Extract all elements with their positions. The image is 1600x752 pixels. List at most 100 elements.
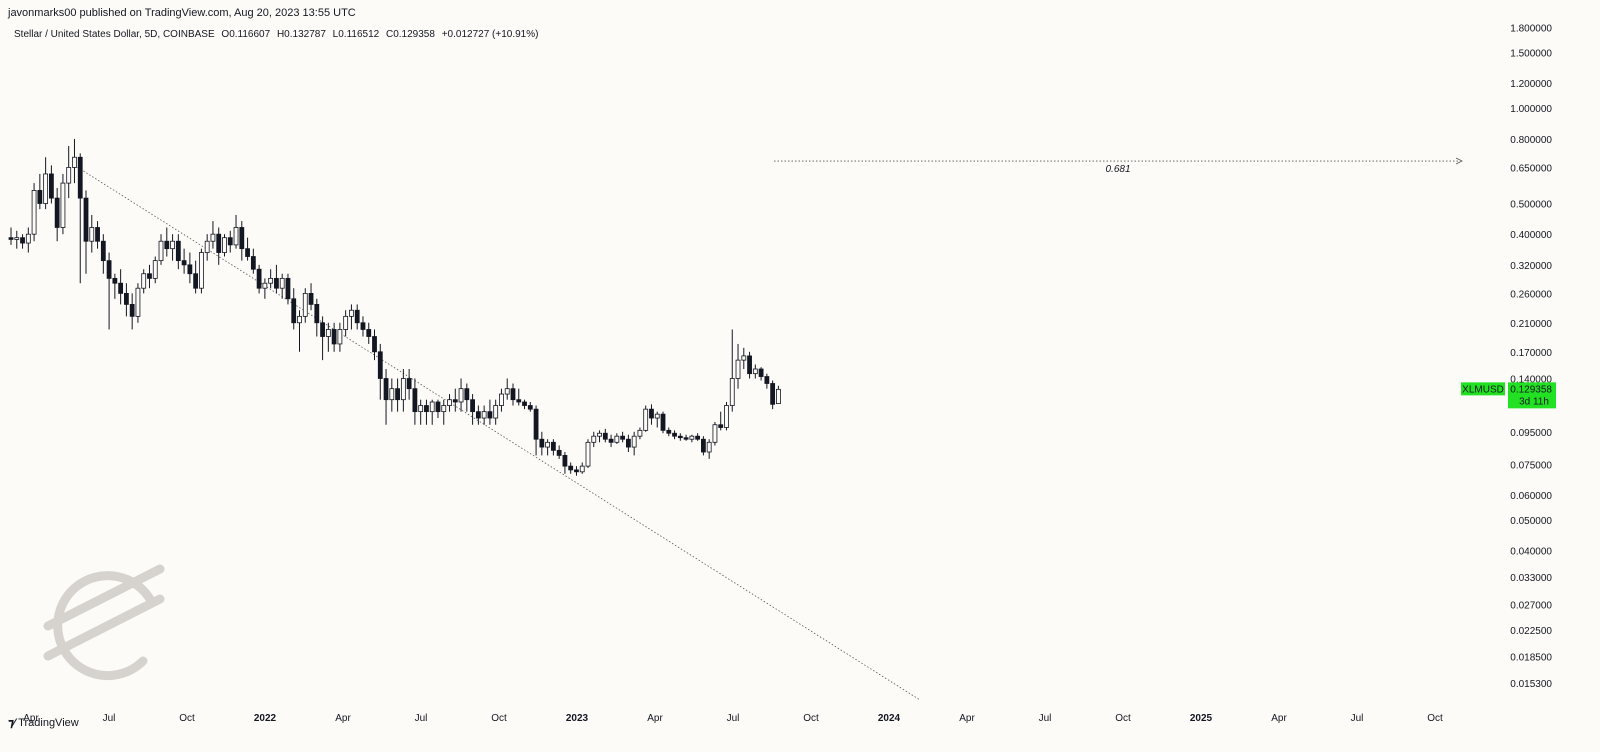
- candle: [308, 283, 314, 311]
- time-axis-tick-label: Apr: [23, 713, 39, 724]
- candle: [147, 264, 152, 289]
- candle-body-down: [550, 441, 556, 451]
- candle-body-up: [14, 237, 20, 240]
- candle: [608, 434, 614, 448]
- candle: [741, 347, 747, 370]
- candle-body-down: [556, 449, 562, 456]
- candle-body-up: [25, 233, 31, 244]
- candle-body-down: [274, 277, 279, 289]
- candle-body-down: [764, 376, 770, 384]
- candle-body-down: [360, 322, 366, 330]
- candle-body-down: [48, 173, 54, 199]
- candle-body-up: [418, 405, 424, 413]
- candle-body-up: [152, 260, 158, 279]
- candle-body-down: [118, 282, 124, 294]
- candlestick-chart[interactable]: 0.681 1.800000 1.500000 1.200000 1.000000 0.…: [8, 20, 1600, 732]
- price-tag: XLMUSD 0.129358 3d 11h: [1461, 382, 1556, 409]
- candle: [135, 283, 141, 323]
- candle: [452, 388, 458, 412]
- price-axis[interactable]: 1.800000 1.500000 1.200000 1.000000 0.800000…: [1510, 23, 1552, 689]
- candle: [395, 378, 400, 412]
- candle-body-down: [100, 240, 106, 262]
- candle-body-down: [620, 435, 626, 440]
- candle: [620, 431, 626, 443]
- price-axis-tick-label: 0.022500: [1510, 626, 1552, 637]
- candle: [522, 399, 527, 410]
- price-axis-tick-label: 1.500000: [1510, 48, 1552, 59]
- candle: [25, 227, 31, 253]
- candle: [597, 430, 602, 443]
- candle-body-up: [349, 309, 354, 317]
- candle: [418, 399, 424, 425]
- time-axis[interactable]: Apr Jul Oct 2022 Apr Jul Oct 2023 Apr Jul Oct 2024 A…: [23, 713, 1443, 724]
- candle-body-up: [447, 399, 452, 406]
- candle: [325, 322, 331, 352]
- candle-body-up: [343, 315, 349, 330]
- candle-body-up: [637, 429, 643, 437]
- tradingview-footer[interactable]: ⁊⁄ TradingView: [8, 716, 79, 730]
- candle: [689, 434, 695, 443]
- candle: [602, 428, 608, 443]
- candle: [158, 234, 164, 265]
- candle-body-down: [510, 388, 516, 401]
- time-axis-tick-label: 2025: [1190, 713, 1213, 724]
- price-tag-symbol: XLMUSD: [1462, 384, 1504, 395]
- candle: [297, 310, 302, 352]
- candle-body-down: [377, 351, 383, 379]
- candle-body-up: [706, 441, 712, 453]
- price-axis-tick-label: 0.015300: [1510, 679, 1552, 690]
- candle: [568, 462, 574, 474]
- candle: [447, 394, 452, 412]
- candle-body-up: [712, 424, 718, 443]
- candle: [291, 288, 297, 330]
- candle: [112, 273, 118, 299]
- candle: [481, 405, 487, 425]
- price-axis-tick-label: 1.200000: [1510, 79, 1552, 90]
- tradingview-brand: TradingView: [18, 717, 79, 729]
- price-axis-tick-label: 0.027000: [1510, 601, 1552, 612]
- candle-body-down: [406, 378, 412, 390]
- candle-body-up: [141, 273, 147, 289]
- candle: [637, 427, 643, 440]
- candle: [499, 388, 504, 412]
- candle: [533, 405, 539, 456]
- price-axis-tick-label: 1.800000: [1510, 23, 1552, 34]
- candle-body-up: [158, 240, 164, 262]
- price-axis-tick-label: 0.260000: [1510, 289, 1552, 300]
- candle-body-up: [66, 167, 72, 184]
- time-axis-tick-label: Oct: [803, 713, 819, 724]
- candle: [360, 316, 366, 337]
- candle: [776, 385, 781, 405]
- price-axis-tick-label: 0.210000: [1510, 319, 1552, 330]
- candle-body-down: [239, 227, 245, 250]
- candle-body-up: [89, 227, 95, 242]
- candle: [729, 329, 735, 412]
- candle: [181, 248, 187, 274]
- candle: [735, 343, 741, 389]
- candle-body-down: [435, 401, 441, 413]
- time-axis-tick-label: Oct: [491, 713, 507, 724]
- candle-body-down: [320, 322, 325, 337]
- candle-body-up: [591, 435, 597, 443]
- candle-body-up: [643, 408, 649, 431]
- candle-body-down: [395, 388, 400, 401]
- candle: [193, 260, 199, 294]
- price-axis-tick-label: 0.050000: [1510, 516, 1552, 527]
- candle-body-down: [314, 303, 320, 324]
- candle-body-up: [222, 237, 227, 253]
- candle: [510, 383, 516, 406]
- candle: [389, 378, 395, 412]
- chart-frame[interactable]: 0.681 1.800000 1.500000 1.200000 1.000000 0.…: [8, 20, 1600, 732]
- candle-body-down: [487, 411, 493, 419]
- candle: [695, 433, 701, 441]
- candle-body-up: [614, 435, 620, 443]
- candle: [187, 252, 193, 284]
- candle-body-down: [147, 273, 152, 279]
- candle-body-down: [602, 432, 608, 440]
- candle: [424, 399, 429, 425]
- candle-body-down: [308, 292, 314, 305]
- candle-body-up: [400, 378, 406, 401]
- time-axis-tick-label: Apr: [959, 713, 975, 724]
- time-axis-tick-label: Oct: [1427, 713, 1443, 724]
- candle: [106, 252, 112, 330]
